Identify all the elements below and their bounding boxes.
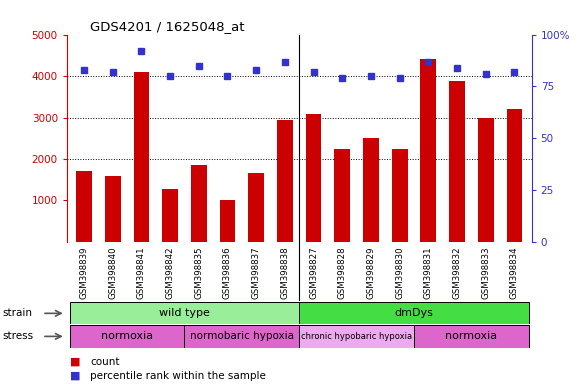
- Text: ■: ■: [70, 371, 80, 381]
- Text: wild type: wild type: [159, 308, 210, 318]
- Bar: [70, 302, 299, 324]
- Text: strain: strain: [3, 308, 33, 318]
- Text: GSM398831: GSM398831: [424, 247, 433, 299]
- Text: GSM398835: GSM398835: [194, 247, 203, 299]
- Bar: [184, 325, 299, 348]
- Text: chronic hypobaric hypoxia: chronic hypobaric hypoxia: [301, 332, 412, 341]
- Bar: [478, 118, 494, 242]
- Bar: [105, 175, 121, 242]
- Text: GSM398829: GSM398829: [367, 247, 375, 299]
- Bar: [449, 81, 465, 242]
- Text: GSM398833: GSM398833: [481, 247, 490, 299]
- Text: GSM398838: GSM398838: [281, 247, 289, 299]
- Text: ■: ■: [70, 357, 80, 367]
- Text: stress: stress: [3, 331, 34, 341]
- Text: GSM398837: GSM398837: [252, 247, 261, 299]
- Bar: [191, 165, 207, 242]
- Bar: [421, 60, 436, 242]
- Text: GSM398841: GSM398841: [137, 247, 146, 299]
- Bar: [162, 189, 178, 242]
- Text: dmDys: dmDys: [394, 308, 433, 318]
- Text: normoxia: normoxia: [445, 331, 497, 341]
- Text: GSM398836: GSM398836: [223, 247, 232, 299]
- Bar: [70, 325, 184, 348]
- Text: count: count: [90, 357, 120, 367]
- Bar: [299, 325, 414, 348]
- Bar: [363, 138, 379, 242]
- Text: GSM398839: GSM398839: [80, 247, 88, 299]
- Bar: [299, 302, 529, 324]
- Bar: [248, 174, 264, 242]
- Bar: [392, 149, 407, 242]
- Bar: [334, 149, 350, 242]
- Text: GSM398840: GSM398840: [108, 247, 117, 299]
- Bar: [277, 119, 293, 242]
- Text: GSM398827: GSM398827: [309, 247, 318, 299]
- Text: GSM398834: GSM398834: [510, 247, 519, 299]
- Bar: [134, 72, 149, 242]
- Bar: [414, 325, 529, 348]
- Text: GDS4201 / 1625048_at: GDS4201 / 1625048_at: [90, 20, 245, 33]
- Bar: [507, 109, 522, 242]
- Text: GSM398828: GSM398828: [338, 247, 347, 299]
- Text: percentile rank within the sample: percentile rank within the sample: [90, 371, 266, 381]
- Bar: [76, 171, 92, 242]
- Text: GSM398842: GSM398842: [166, 247, 175, 299]
- Text: GSM398832: GSM398832: [453, 247, 461, 299]
- Text: normoxia: normoxia: [101, 331, 153, 341]
- Bar: [220, 200, 235, 242]
- Text: GSM398830: GSM398830: [395, 247, 404, 299]
- Text: normobaric hypoxia: normobaric hypoxia: [190, 331, 294, 341]
- Bar: [306, 114, 321, 242]
